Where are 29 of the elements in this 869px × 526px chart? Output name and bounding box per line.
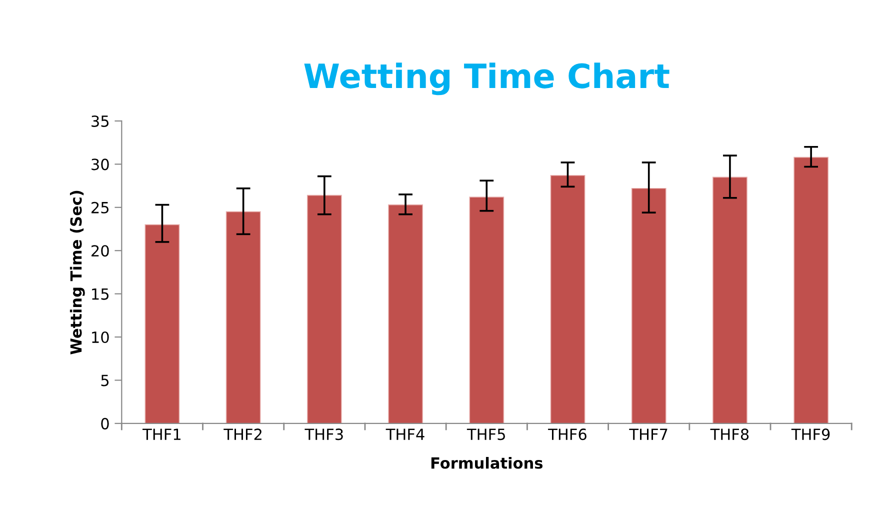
- bar: [712, 176, 748, 424]
- y-tick-label: 35: [92, 115, 109, 127]
- y-tick-label: 5: [101, 374, 109, 386]
- bar: [794, 156, 829, 424]
- chart-title: Wetting Time Chart: [304, 62, 670, 96]
- bar: [306, 194, 342, 424]
- bar: [550, 175, 586, 424]
- x-tick-label: THF6: [548, 428, 586, 440]
- y-tick-label: 10: [92, 331, 109, 344]
- y-tick-label: 0: [101, 418, 109, 430]
- y-axis-title: Wetting Time (Sec): [70, 190, 85, 354]
- y-tick-label: 20: [92, 245, 109, 257]
- y-tick-label: 30: [92, 158, 109, 170]
- x-tick-label: THF9: [791, 428, 830, 440]
- x-tick-label: THF4: [386, 428, 424, 440]
- x-tick-label: THF7: [629, 428, 668, 440]
- x-tick-label: THF5: [466, 428, 505, 440]
- bar: [144, 224, 180, 424]
- x-tick-label: THF1: [142, 428, 180, 440]
- bar: [469, 196, 504, 424]
- bar: [388, 204, 423, 424]
- x-tick-label: THF2: [224, 428, 262, 440]
- x-tick-label: THF8: [710, 428, 749, 440]
- bar: [226, 211, 261, 424]
- y-tick-label: 25: [92, 202, 109, 214]
- x-axis-title: Formulations: [431, 456, 543, 469]
- x-tick-label: THF3: [304, 428, 343, 440]
- bar: [631, 188, 666, 424]
- y-tick-label: 15: [92, 288, 109, 300]
